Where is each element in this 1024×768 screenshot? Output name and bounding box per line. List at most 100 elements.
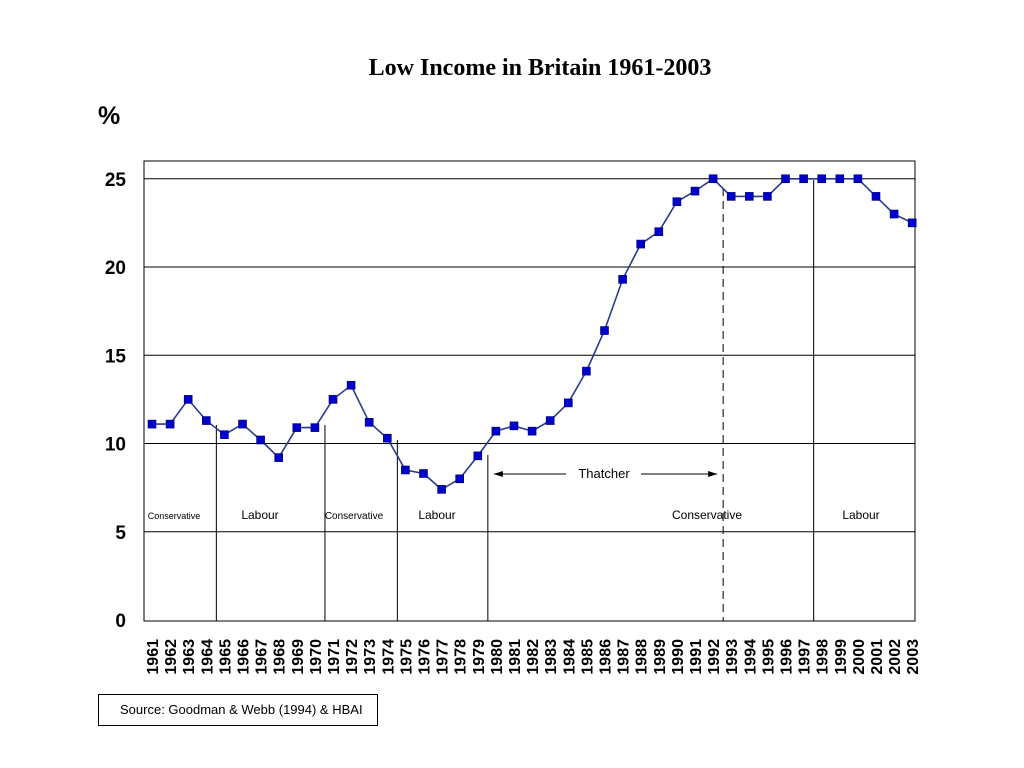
x-tick-label: 1979 xyxy=(471,639,488,675)
data-point xyxy=(763,192,772,201)
x-tick-label: 1974 xyxy=(380,639,397,675)
data-point xyxy=(165,419,175,429)
x-tick-label: 2003 xyxy=(905,639,922,675)
period-label: Labour xyxy=(418,508,455,522)
x-tick-label: 1965 xyxy=(217,639,234,675)
data-point xyxy=(346,380,356,390)
period-label: Conservative xyxy=(325,511,384,522)
data-points xyxy=(147,174,917,494)
x-tick-label: 1983 xyxy=(543,639,560,675)
x-tick-label: 1991 xyxy=(688,639,705,675)
data-point xyxy=(545,416,555,425)
period-annotations: Conservative Labour Conservative Labour Cons… xyxy=(148,180,880,621)
x-tick-label: 1996 xyxy=(779,639,796,675)
x-tick-label: 2000 xyxy=(851,639,868,675)
data-point xyxy=(835,174,845,184)
x-tick-label: 1971 xyxy=(326,639,343,675)
y-tick-label: 0 xyxy=(115,611,126,632)
x-tick-label: 1997 xyxy=(797,639,814,675)
x-tick-label: 1989 xyxy=(652,639,669,675)
x-tick-label: 1978 xyxy=(453,639,470,675)
data-point xyxy=(744,192,754,201)
data-point xyxy=(328,395,338,404)
source-note: Source: Goodman & Webb (1994) & HBAI xyxy=(98,694,378,726)
x-tick-label: 1977 xyxy=(435,639,452,675)
data-point xyxy=(889,209,899,219)
data-point xyxy=(256,435,265,445)
thatcher-arrowhead xyxy=(708,471,718,477)
y-tick-label: 25 xyxy=(105,170,127,191)
x-tick-label: 1962 xyxy=(163,639,180,675)
data-point xyxy=(455,474,465,484)
data-point xyxy=(799,174,808,184)
period-label: Conservative xyxy=(672,508,742,522)
x-tick-label: 1981 xyxy=(507,639,524,675)
y-tick-label: 15 xyxy=(105,346,127,367)
thatcher-arrowhead xyxy=(493,471,503,477)
data-point xyxy=(708,174,718,184)
data-point xyxy=(310,423,320,432)
x-tick-label: 2001 xyxy=(869,639,886,675)
period-label: Labour xyxy=(842,508,879,522)
data-point xyxy=(582,366,591,376)
x-tick-label: 2002 xyxy=(887,639,904,675)
y-tick-label: 10 xyxy=(105,435,126,456)
x-tick-label: 1987 xyxy=(616,639,633,675)
x-tick-label: 1988 xyxy=(634,639,651,675)
x-tick-label: 1970 xyxy=(308,639,325,675)
x-tick-label: 1986 xyxy=(598,639,615,675)
x-tick-label: 1980 xyxy=(489,639,506,675)
data-point xyxy=(618,275,627,284)
x-tick-label: 1995 xyxy=(760,639,777,675)
data-point xyxy=(907,218,917,228)
data-point xyxy=(473,451,483,461)
period-label: Labour xyxy=(241,508,278,522)
data-point xyxy=(274,453,284,462)
x-tick-labels: 1961 1962 1963 1964 1965 1966 1967 1968 1969 1970… xyxy=(145,639,922,675)
data-point xyxy=(202,416,211,425)
data-point xyxy=(781,174,790,184)
chart-title: Low Income in Britain 1961-2003 xyxy=(368,55,712,81)
x-tick-label: 1966 xyxy=(236,639,253,675)
data-point xyxy=(147,419,157,429)
data-point xyxy=(364,418,374,427)
data-point xyxy=(419,469,428,478)
x-tick-label: 1982 xyxy=(525,639,542,675)
x-tick-label: 1993 xyxy=(724,639,741,675)
data-point xyxy=(509,421,519,431)
data-point xyxy=(292,423,302,432)
data-point xyxy=(853,174,863,184)
x-tick-label: 1968 xyxy=(272,639,289,675)
annotation-label: Thatcher xyxy=(578,466,630,481)
plot-area xyxy=(143,160,916,622)
y-tick-label: 20 xyxy=(105,258,126,279)
data-point xyxy=(220,430,229,439)
data-point xyxy=(636,239,646,249)
grid-lines xyxy=(144,178,915,533)
data-point xyxy=(238,419,247,429)
x-tick-label: 1992 xyxy=(706,639,723,675)
x-tick-label: 1999 xyxy=(833,639,850,675)
data-point xyxy=(726,192,736,201)
y-tick-labels: 0 5 10 15 20 25 xyxy=(105,170,127,632)
x-tick-label: 1961 xyxy=(145,639,162,675)
data-point xyxy=(437,485,446,494)
data-point xyxy=(817,174,827,184)
data-point xyxy=(563,398,573,408)
period-label: Conservative xyxy=(148,511,201,521)
data-point xyxy=(600,326,609,335)
x-tick-label: 1969 xyxy=(290,639,307,675)
x-tick-label: 1985 xyxy=(579,639,596,675)
data-point xyxy=(871,192,881,201)
y-axis-unit-label: % xyxy=(98,102,121,130)
x-tick-label: 1990 xyxy=(670,639,687,675)
data-point xyxy=(672,197,682,206)
x-tick-label: 1984 xyxy=(561,639,578,675)
x-tick-label: 1975 xyxy=(398,639,415,675)
data-point xyxy=(382,433,392,443)
x-tick-label: 1967 xyxy=(254,639,271,675)
x-tick-label: 1972 xyxy=(344,639,361,675)
data-point xyxy=(491,426,501,436)
data-point xyxy=(183,395,193,404)
